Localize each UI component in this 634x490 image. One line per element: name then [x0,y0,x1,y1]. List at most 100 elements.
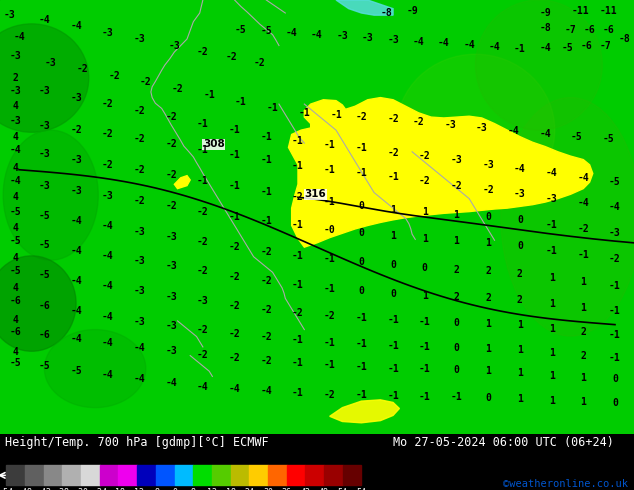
Text: 1: 1 [485,366,491,376]
Text: -3: -3 [39,86,50,96]
Text: -2: -2 [134,196,145,206]
Text: -1: -1 [609,306,621,317]
Text: -4: -4 [311,30,323,40]
Text: -5: -5 [39,362,50,371]
Text: -3: -3 [482,160,494,170]
Text: -4: -4 [102,370,113,380]
Bar [306,465,324,486]
Text: -2: -2 [451,181,462,191]
Text: -1: -1 [204,90,215,100]
Text: -4: -4 [508,126,519,136]
Text: 36: 36 [281,488,292,490]
Text: -5: -5 [10,266,22,276]
Text: -2: -2 [77,64,88,74]
Text: -2: -2 [229,353,240,363]
Text: -4: -4 [70,276,82,286]
Text: -3: -3 [514,189,526,199]
Text: 4: 4 [13,132,19,142]
Text: -6: -6 [39,330,50,340]
Text: 1: 1 [517,345,523,355]
Text: -5: -5 [70,366,82,376]
Text: -1: -1 [197,119,209,128]
Text: -2: -2 [229,329,240,339]
Text: -1: -1 [514,44,526,53]
Text: -2: -2 [482,185,494,195]
Text: -2: -2 [165,170,177,180]
Text: 4: 4 [13,163,19,173]
Text: 18: 18 [226,488,236,490]
Text: -3: -3 [444,120,456,130]
Text: -3: -3 [39,121,50,131]
Text: -4: -4 [39,15,50,24]
Bar [174,465,193,486]
Bar [81,465,100,486]
Text: -1: -1 [324,140,335,150]
Text: -2: -2 [165,139,177,149]
Text: -1: -1 [419,317,430,327]
Text: -4: -4 [261,386,272,396]
Text: -4: -4 [165,378,177,389]
Text: -8: -8 [151,488,161,490]
Text: -2: -2 [413,117,424,127]
Text: -1: -1 [387,392,399,401]
Text: -4: -4 [286,28,297,38]
Text: -8: -8 [619,34,630,44]
Text: -1: -1 [235,97,247,107]
Text: 1: 1 [485,343,491,354]
Text: -2: -2 [292,308,304,318]
Text: 2: 2 [485,267,491,276]
Text: -4: -4 [13,32,25,42]
Text: -42: -42 [36,488,51,490]
Text: -1: -1 [324,338,335,347]
Text: -9: -9 [406,6,418,16]
Text: -2: -2 [229,271,240,282]
Text: 0: 0 [612,398,618,408]
Text: -3: -3 [134,256,145,266]
Ellipse shape [0,256,76,351]
Text: 1: 1 [548,324,555,334]
Bar [268,465,287,486]
Text: -6: -6 [581,41,592,50]
Text: -4: -4 [10,145,22,155]
Text: 2: 2 [517,269,523,279]
Text: -1: -1 [324,254,335,264]
Bar [231,465,249,486]
Text: -0: -0 [324,225,335,235]
Text: -2: -2 [134,134,145,144]
Ellipse shape [0,24,89,132]
Text: -4: -4 [463,40,475,50]
Text: -5: -5 [603,134,614,144]
Text: -1: -1 [292,358,304,368]
Text: -2: -2 [254,58,266,68]
Text: -2: -2 [261,276,272,286]
Text: -1: -1 [292,136,304,146]
Text: 1: 1 [580,373,586,383]
Text: -1: -1 [261,216,272,226]
Text: -4: -4 [540,43,551,53]
Text: 0: 0 [358,257,365,268]
Text: -1: -1 [578,250,589,260]
Text: -2: -2 [134,165,145,175]
Text: -4: -4 [102,221,113,231]
Text: -18: -18 [111,488,126,490]
Text: -38: -38 [55,488,70,490]
Text: -2: -2 [419,151,430,161]
Text: 1: 1 [390,231,396,242]
Text: 4: 4 [13,347,19,357]
Text: -2: -2 [197,350,209,360]
Text: -1: -1 [229,181,240,192]
Text: 0: 0 [390,289,396,299]
Text: 1: 1 [485,318,491,328]
Text: -1: -1 [324,360,335,370]
Bar [44,465,62,486]
Text: Mo 27-05-2024 06:00 UTC (06+24): Mo 27-05-2024 06:00 UTC (06+24) [393,437,614,449]
Text: -2: -2 [197,207,209,217]
Text: 54: 54 [356,488,366,490]
Text: 1: 1 [580,397,586,407]
Text: 1: 1 [517,394,523,404]
Text: -3: -3 [165,292,177,302]
Text: -4: -4 [134,343,145,353]
Text: -1: -1 [356,362,367,372]
Text: 1: 1 [485,238,491,248]
Text: -3: -3 [451,155,462,166]
